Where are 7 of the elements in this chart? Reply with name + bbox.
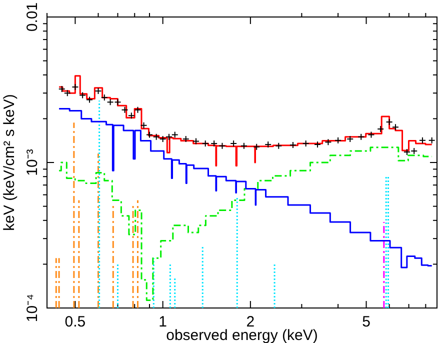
x-tick-label: 0.5 (64, 314, 86, 331)
x-tick-label: 5 (362, 314, 370, 331)
y-tick-label: 0.01 (24, 2, 41, 32)
y-axis-title: keV (keV/cm² s keV) (1, 94, 18, 231)
y-tick-label: 10⁻³ (24, 149, 41, 176)
y-tick-label: 10⁻⁴ (24, 294, 41, 322)
x-tick-label: 1 (158, 314, 167, 331)
